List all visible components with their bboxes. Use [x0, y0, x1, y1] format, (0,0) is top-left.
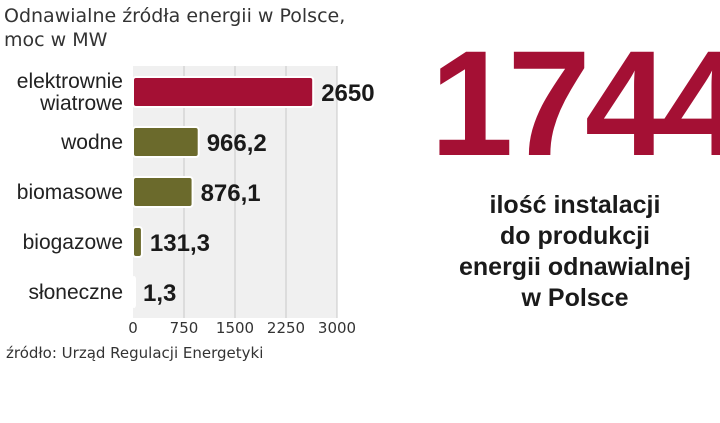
- x-tick-label: 0: [128, 319, 138, 337]
- value-label: 2650: [321, 80, 374, 107]
- highlight-number: 1744: [430, 19, 720, 187]
- x-tick-label: 750: [170, 319, 199, 337]
- bar: [132, 126, 200, 158]
- value-label: 131,3: [150, 230, 210, 257]
- caption-line: energii odnawialnej: [459, 253, 691, 281]
- bar: [132, 276, 136, 308]
- category-label: elektrownie: [17, 70, 123, 93]
- bar: [132, 176, 194, 208]
- x-tick-label: 2250: [267, 319, 305, 337]
- category-label: biogazowe: [23, 231, 123, 254]
- value-label: 876,1: [201, 180, 261, 207]
- bar: [132, 226, 143, 258]
- caption-line: ilość instalacji: [489, 191, 661, 219]
- chart-title-line: moc w MW: [4, 29, 108, 51]
- highlight-caption: ilość instalacji do produkcji energii od…: [432, 190, 718, 314]
- category-label: słoneczne: [28, 281, 123, 304]
- value-label: 1,3: [143, 280, 176, 307]
- caption-line: w Polsce: [521, 284, 629, 312]
- x-tick-label: 3000: [318, 319, 356, 337]
- value-label: 966,2: [207, 130, 267, 157]
- category-label: wiatrowe: [39, 92, 123, 115]
- category-label: wodne: [60, 131, 123, 154]
- x-tick-label: 1500: [216, 319, 254, 337]
- chart-title-line: Odnawialne źródła energii w Polsce,: [4, 5, 346, 27]
- chart-title: Odnawialne źródła energii w Polsce, moc …: [4, 4, 345, 52]
- category-label: biomasowe: [17, 181, 123, 204]
- bar: [132, 76, 315, 108]
- caption-line: do produkcji: [500, 222, 650, 250]
- source-note: źródło: Urząd Regulacji Energetyki: [6, 344, 264, 362]
